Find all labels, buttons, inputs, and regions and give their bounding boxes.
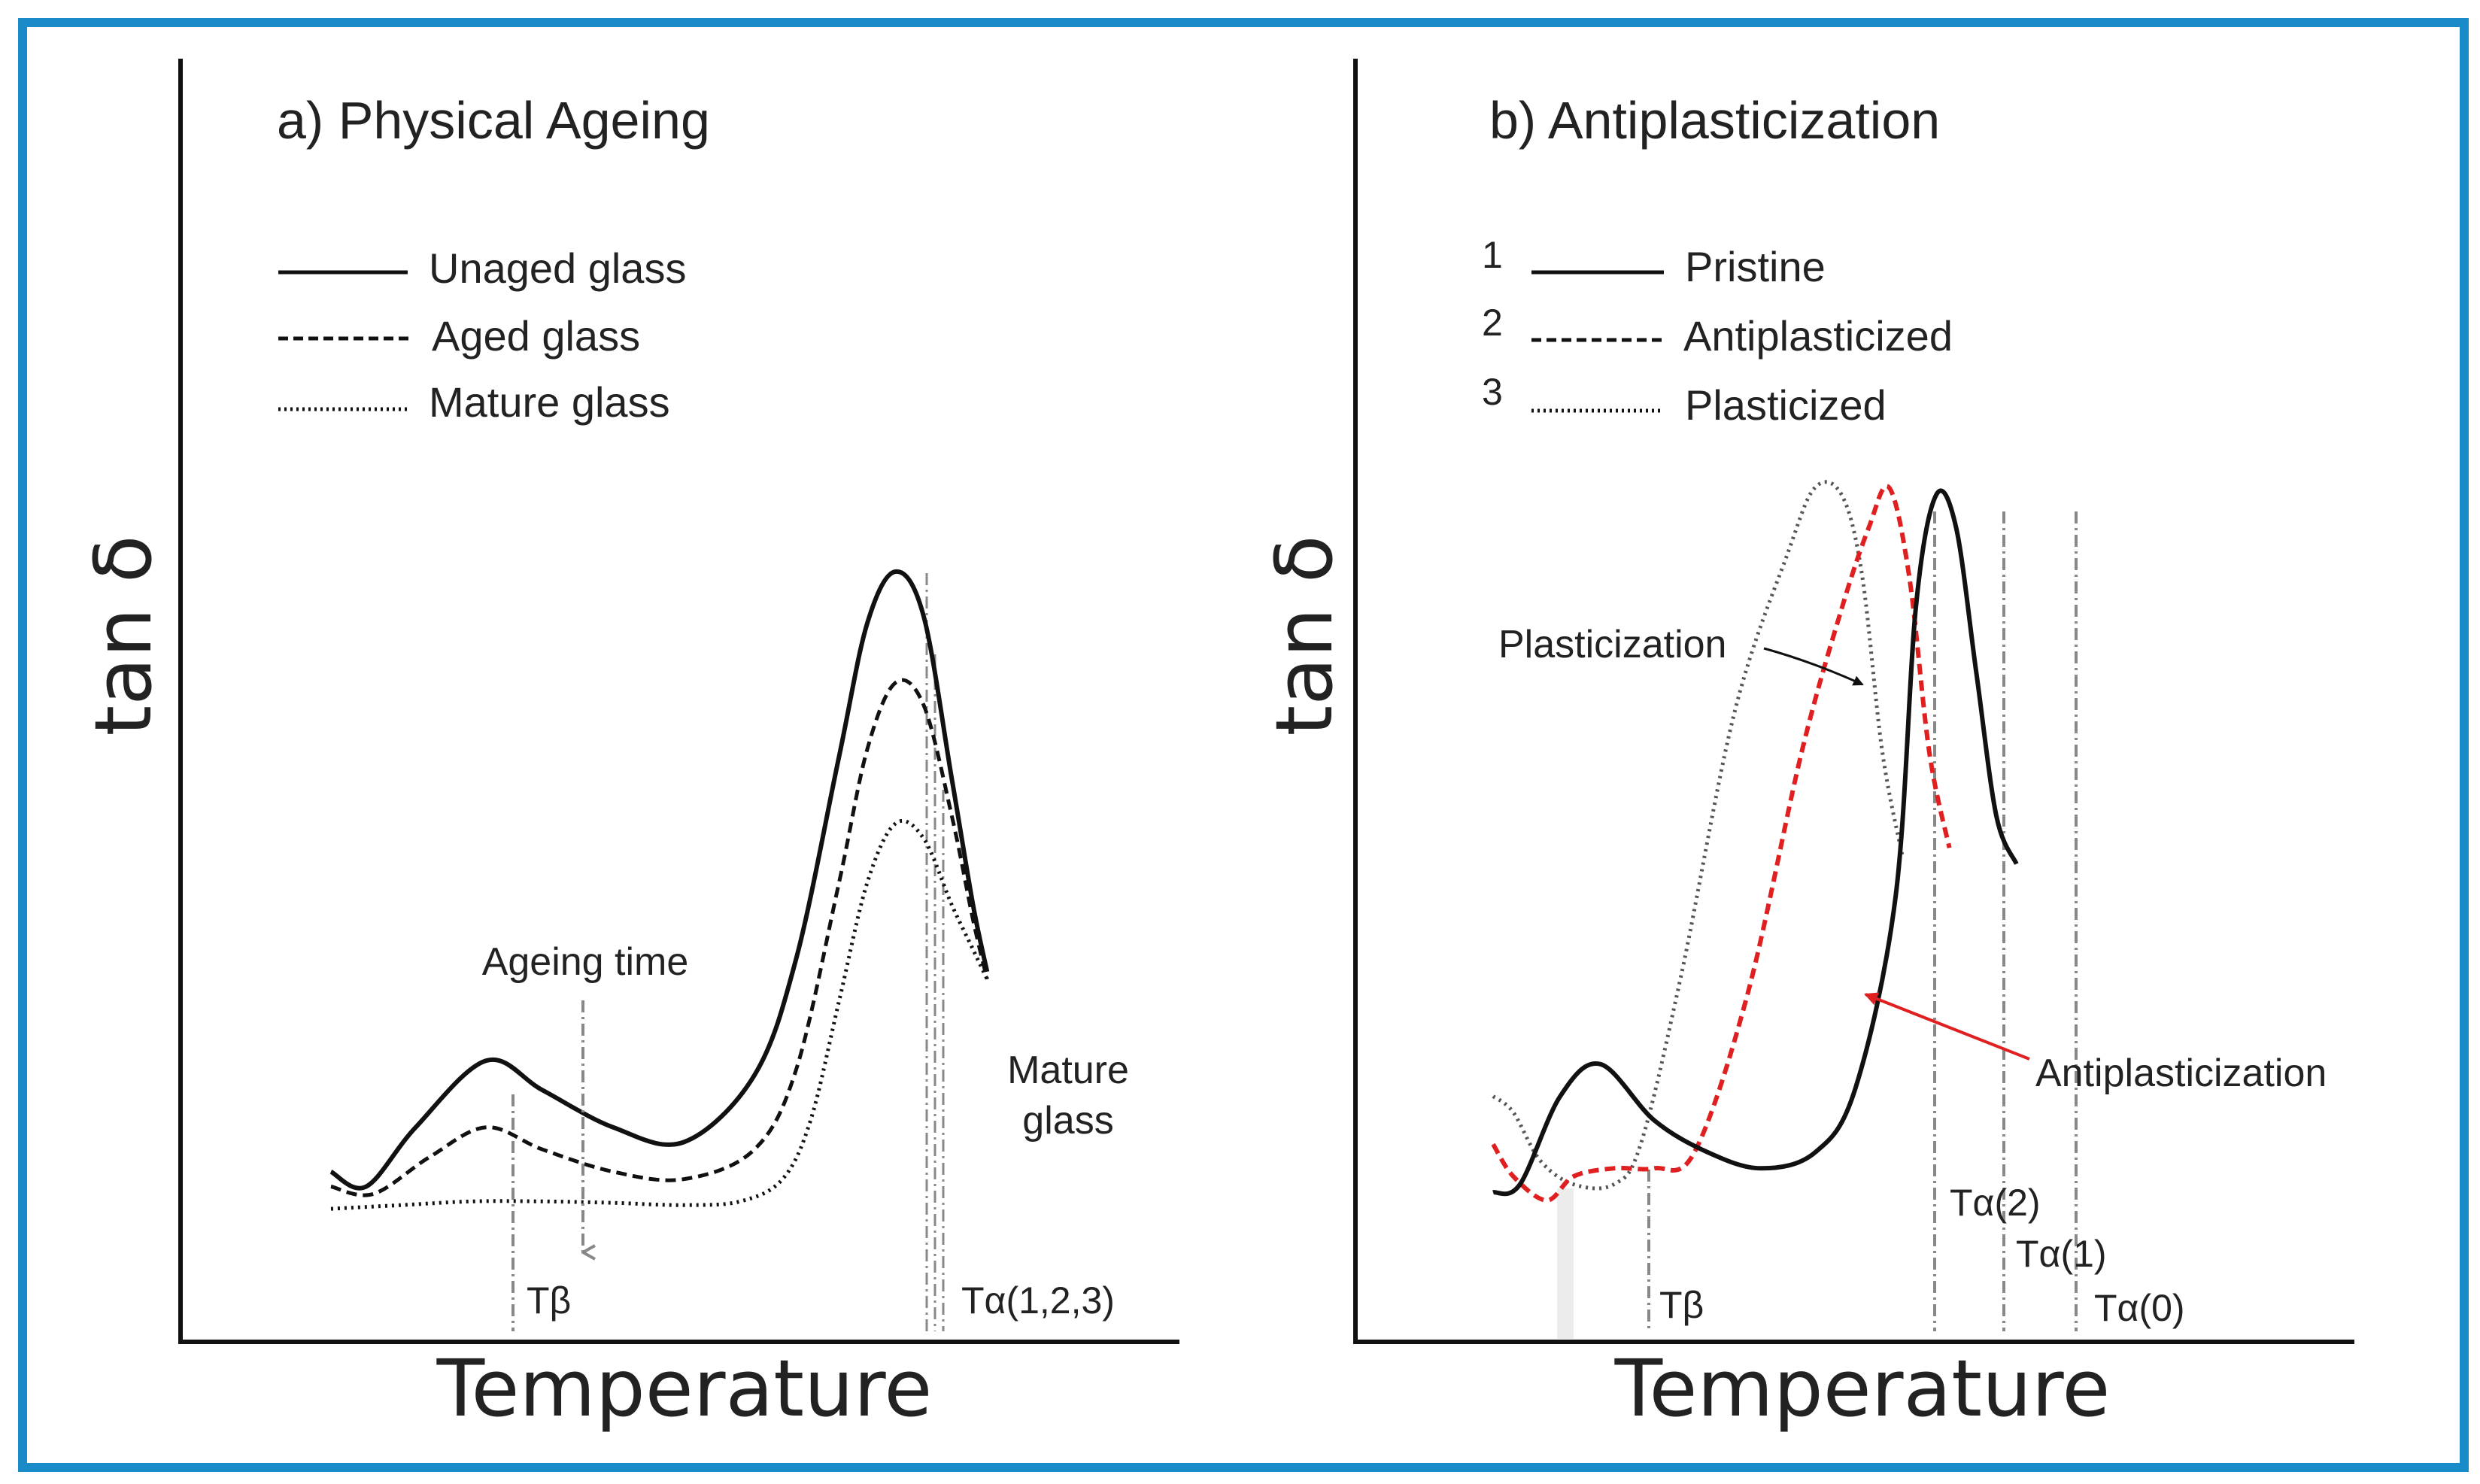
- legend-b-pristine-label: Pristine: [1685, 243, 1826, 290]
- guide-a-tbeta-label: Tβ: [527, 1279, 571, 1322]
- legend-b-antiplasticized-label: Antiplasticized: [1683, 312, 1953, 360]
- annotation-antiplasticization: Antiplasticization: [2035, 1052, 2327, 1095]
- guide-b-talpha-1-label: Tα(1): [2016, 1233, 2107, 1275]
- panel-b-y-label: tan δ: [1258, 535, 1350, 736]
- guide-a-talpha-label: Tα(1,2,3): [961, 1279, 1115, 1322]
- panel-a-x-label: Temperature: [436, 1343, 933, 1434]
- annotation-glass: glass: [1022, 1099, 1113, 1143]
- series-a-unaged-line: [329, 569, 990, 1191]
- guide-b-talpha-0-label: Tα(0): [2094, 1287, 2185, 1329]
- series-b-antiplasticized-line: [1491, 484, 1952, 1203]
- legend-a-mature-label: Mature glass: [429, 378, 670, 426]
- panel-a: a) Physical Ageing Unaged glass Aged gla…: [77, 59, 1179, 1434]
- panel-a-y-label: tan δ: [77, 535, 169, 736]
- antiplasticization-arrow: [1864, 992, 2030, 1061]
- guide-b-talpha-2-label: Tα(2): [1950, 1182, 2041, 1224]
- series-b-plasticized-line: [1492, 480, 1905, 1191]
- series-a-mature-line: [330, 818, 989, 1211]
- annotation-ageing-time: Ageing time: [482, 940, 689, 984]
- guide-b-tbeta-label: Tβ: [1659, 1284, 1704, 1326]
- legend-b-number-2: 2: [1482, 302, 1503, 344]
- legend-a-unaged-label: Unaged glass: [429, 244, 686, 292]
- legend-a-aged-label: Aged glass: [432, 312, 640, 360]
- figure-frame: [18, 18, 2469, 1472]
- plasticization-arrow: [1763, 647, 1864, 686]
- annotation-mature: Mature: [1007, 1049, 1129, 1092]
- panel-b-x-label: Temperature: [1614, 1343, 2111, 1434]
- panel-b-smudge: [1557, 1188, 1574, 1339]
- legend-b-number-1: 1: [1482, 234, 1503, 276]
- series-a-aged-line: [330, 678, 989, 1197]
- panel-a-title: a) Physical Ageing: [277, 91, 710, 150]
- legend-b-plasticized-label: Plasticized: [1685, 381, 1887, 429]
- panel-b: b) Antiplasticization 1 Pristine 2 Antip…: [1258, 59, 2354, 1434]
- series-b-pristine-line: [1492, 488, 2019, 1197]
- panel-b-title: b) Antiplasticization: [1489, 91, 1940, 150]
- annotation-plasticization: Plasticization: [1498, 623, 1726, 666]
- legend-b-number-3: 3: [1482, 371, 1503, 413]
